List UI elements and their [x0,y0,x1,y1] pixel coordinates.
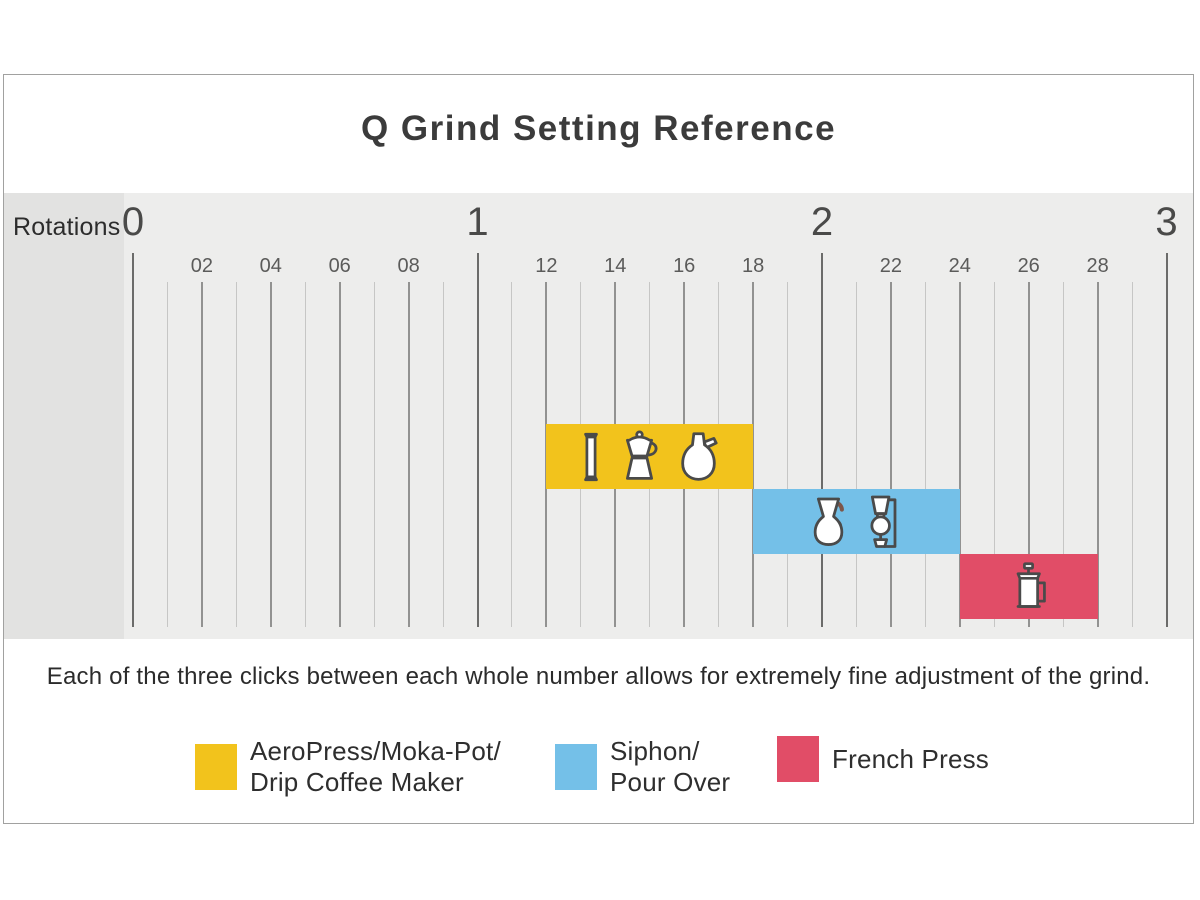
drip-carafe-icon [681,431,718,481]
major-tick-3 [1165,253,1168,627]
minor-tick-27 [1062,282,1064,627]
minor-tick-label: 18 [741,255,765,277]
footer: Each of the three clicks between each wh… [4,639,1193,823]
legend-swatch-aeropress-moka-drip [195,744,237,790]
legend-swatch-french-press [777,736,819,782]
minor-tick-9 [442,282,444,627]
minor-tick-label: 04 [259,255,282,277]
minor-tick-label: 24 [948,255,971,277]
major-tick-label: 3 [1155,200,1178,244]
even-tick-22 [889,282,892,627]
minor-tick-11 [511,282,513,627]
axis-label-column: Rotations [4,193,124,639]
major-tick-2 [821,253,823,627]
even-tick-28 [1096,282,1099,627]
even-tick-4 [269,282,272,627]
major-tick-label: 1 [466,200,489,244]
minor-tick-5 [304,282,306,627]
band-french-press [959,554,1098,619]
minor-tick-label: 02 [190,255,214,277]
minor-tick-29 [1131,282,1133,627]
even-tick-8 [407,282,410,627]
plot-area: 0 02 04 06 08 1 12 14 16 18 2 22 24 26 28 3 [122,193,1193,639]
chart-area: Rotations 0 02 04 06 08 1 12 14 16 18 2 22 24 26 28 3 [4,193,1193,639]
minor-tick-label: 22 [879,255,903,277]
even-tick-26 [1027,282,1030,627]
minor-tick-label: 06 [328,255,351,277]
minor-tick-3 [235,282,237,627]
note-text: Each of the three clicks between each wh… [46,663,1151,690]
legend-label-aeropress-moka-drip: AeroPress/Moka-Pot/ Drip Coffee Maker [250,736,501,797]
even-tick-6 [338,282,341,627]
major-tick-label: 2 [810,200,834,244]
minor-tick-label: 12 [535,255,558,277]
even-tick-2 [200,282,203,627]
title-zone: Q Grind Setting Reference [4,75,1193,193]
minor-tick-label: 08 [397,255,420,277]
legend-label-french-press: French Press [832,743,990,774]
minor-tick-19 [787,282,789,627]
minor-tick-label: 14 [604,255,627,277]
minor-tick-1 [166,282,168,627]
french-press-icon [1016,562,1046,608]
minor-tick-label: 16 [673,255,696,277]
pour-over-icon [811,495,846,549]
chart-title: Q Grind Setting Reference [360,109,837,148]
legend-item-aeropress-moka-drip: AeroPress/Moka-Pot/ Drip Coffee Maker [195,736,501,798]
major-tick-0 [132,253,134,627]
even-tick-18 [752,282,755,627]
minor-tick-label: 28 [1086,255,1109,277]
content-frame: Q Grind Setting Reference Rotations 0 02 0… [3,74,1194,824]
major-tick-label: 0 [121,200,145,244]
minor-tick-label: 26 [1017,255,1040,277]
minor-tick-21 [855,282,857,627]
minor-tick-23 [924,282,926,627]
band-aeropress-moka-drip [546,424,754,489]
even-tick-24 [958,282,961,627]
band-siphon-pourover [753,489,960,554]
aeropress-icon [583,432,598,481]
legend-label-siphon-pourover: Siphon/ Pour Over [610,736,731,797]
minor-tick-25 [993,282,995,627]
siphon-icon [870,495,897,548]
legend-item-siphon-pourover: Siphon/ Pour Over [555,736,730,798]
moka-pot-icon [625,429,658,480]
major-tick-1 [476,253,479,627]
legend-swatch-siphon-pourover [555,744,597,790]
legend-item-french-press: French Press [777,736,989,782]
minor-tick-7 [373,282,375,627]
axis-label: Rotations [13,213,121,241]
